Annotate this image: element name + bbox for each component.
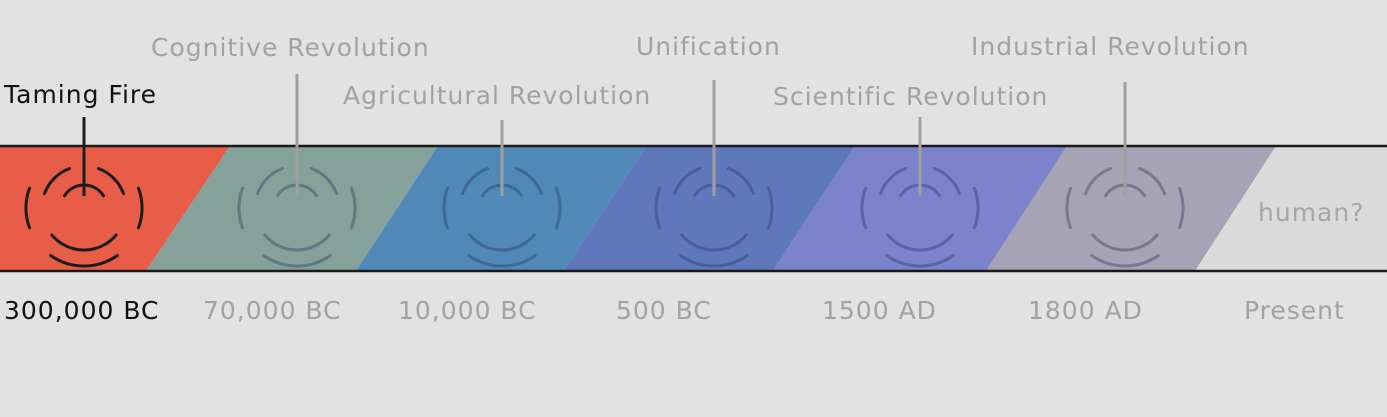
date-label-10000-bc: 10,000 BC [398, 296, 537, 325]
date-label-present: Present [1244, 296, 1345, 325]
fingerprint-icon-unification [654, 167, 774, 268]
date-label-1800-ad: 1800 AD [1028, 296, 1143, 325]
event-label-taming-fire: Taming Fire [4, 80, 158, 109]
event-label-cognitive-revolution: Cognitive Revolution [151, 33, 430, 62]
event-label-unification: Unification [636, 32, 781, 61]
era-segment-industrial-revolution [986, 146, 1276, 271]
date-label-70000-bc: 70,000 BC [203, 296, 342, 325]
event-label-agricultural-revolution: Agricultural Revolution [343, 81, 652, 110]
era-segment-scientific-revolution [773, 146, 1067, 271]
event-label-scientific-revolution: Scientific Revolution [773, 82, 1049, 111]
future-label: human? [1258, 198, 1365, 227]
event-label-industrial-revolution: Industrial Revolution [971, 32, 1250, 61]
fingerprint-icon-scientific-revolution [860, 167, 980, 268]
era-segment-cognitive-revolution [146, 146, 438, 271]
date-label-500-bc: 500 BC [616, 296, 712, 325]
date-label-1500-ad: 1500 AD [822, 296, 937, 325]
era-segment-present [1195, 146, 1387, 271]
era-segment-agricultural-revolution [356, 146, 646, 271]
era-segment-unification [563, 146, 855, 271]
date-label-300000-bc: 300,000 BC [4, 296, 160, 325]
